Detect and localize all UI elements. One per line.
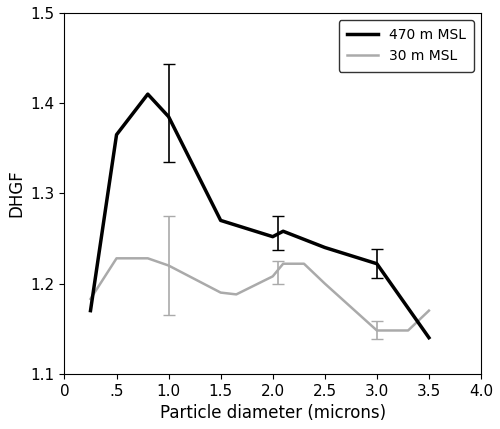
30 m MSL — [280, 261, 286, 266]
Line: 470 m MSL: 470 m MSL — [90, 94, 429, 338]
30 m MSL — [426, 308, 432, 313]
30 m MSL — [374, 328, 380, 333]
30 m MSL — [234, 292, 239, 297]
30 m MSL — [88, 296, 94, 302]
30 m MSL — [405, 328, 411, 333]
470 m MSL — [280, 229, 286, 234]
X-axis label: Particle diameter (microns): Particle diameter (microns) — [160, 404, 386, 422]
470 m MSL — [270, 234, 276, 239]
470 m MSL — [322, 245, 328, 250]
470 m MSL — [426, 335, 432, 340]
30 m MSL — [166, 263, 172, 268]
30 m MSL — [270, 274, 276, 279]
Legend: 470 m MSL, 30 m MSL: 470 m MSL, 30 m MSL — [338, 20, 474, 72]
30 m MSL — [218, 290, 224, 295]
470 m MSL — [166, 114, 172, 119]
Line: 30 m MSL: 30 m MSL — [90, 258, 429, 330]
Y-axis label: DHGF: DHGF — [7, 169, 25, 217]
30 m MSL — [145, 256, 151, 261]
30 m MSL — [322, 281, 328, 286]
30 m MSL — [301, 261, 307, 266]
470 m MSL — [88, 308, 94, 313]
470 m MSL — [114, 132, 119, 137]
470 m MSL — [374, 261, 380, 266]
470 m MSL — [218, 218, 224, 223]
30 m MSL — [114, 256, 119, 261]
470 m MSL — [145, 91, 151, 97]
